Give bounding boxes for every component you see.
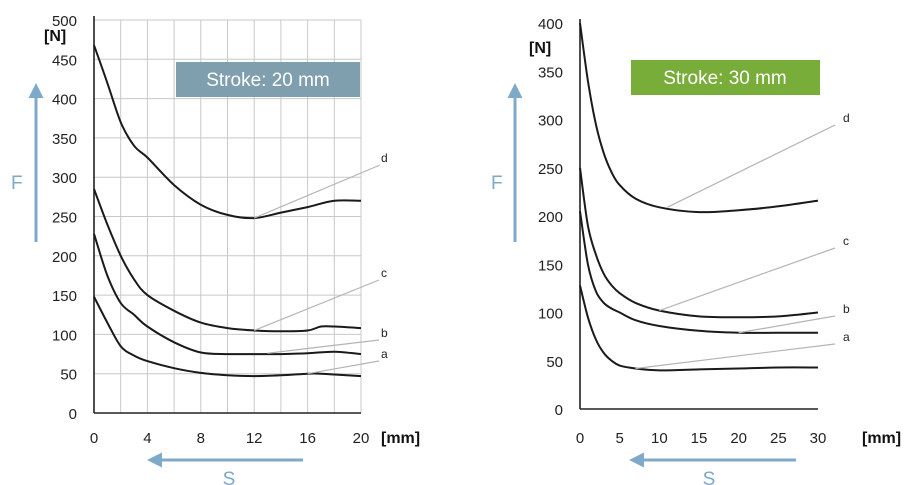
force-label: F: [11, 173, 23, 194]
y-tick-label: 100: [538, 306, 563, 323]
curve-label-c: c: [381, 266, 387, 280]
curve-label-d: d: [843, 111, 850, 125]
x-tick-label: 12: [246, 430, 263, 447]
leader-line-b: [267, 339, 380, 354]
tick-labels: 0 50 100 150 200 250 300 350 400 450 500 0 4 8 12 16 20: [52, 13, 369, 447]
x-tick-label: 5: [615, 430, 623, 447]
x-unit-label: [mm]: [862, 430, 901, 447]
y-tick-label: 200: [538, 209, 563, 226]
curve-d: [579, 22, 819, 214]
y-tick-label: 0: [555, 402, 563, 419]
y-tick-label: 200: [52, 249, 77, 266]
y-tick-label: 150: [52, 288, 77, 305]
y-tick-label: 300: [52, 170, 77, 187]
curve-label-b: b: [843, 302, 850, 316]
y-tick-label: 450: [52, 52, 77, 69]
y-tick-label: 100: [52, 327, 77, 344]
y-tick-label: 400: [52, 92, 77, 109]
x-tick-label: 8: [197, 430, 205, 447]
curves: [93, 44, 362, 378]
leader-line-d: [253, 164, 381, 219]
curve-label-a: a: [381, 347, 388, 361]
axes: [93, 16, 361, 414]
leader-lines: ab c d: [635, 111, 850, 370]
leader-line-a: [307, 360, 380, 375]
force-label: F: [491, 173, 503, 194]
x-tick-label: 4: [143, 430, 151, 447]
y-tick-label: 250: [538, 161, 563, 178]
curve-c: [579, 167, 819, 319]
curve-label-b: b: [381, 326, 388, 340]
stroke-axis-label: S: [703, 469, 716, 485]
x-tick-label: 10: [651, 430, 668, 447]
x-tick-label: 30: [810, 430, 827, 447]
x-tick-label: 25: [770, 430, 787, 447]
leader-line-c: [253, 279, 380, 332]
y-unit-label: [N]: [44, 28, 66, 45]
y-tick-label: 300: [538, 113, 563, 130]
y-tick-label: 350: [538, 64, 563, 81]
y-tick-label: 250: [52, 210, 77, 227]
chart-stroke-30: 0 50 100 150 200 250 300 350 400 0 5 10 15 20 25 30 ab c…: [491, 16, 901, 485]
y-tick-label: 400: [538, 16, 563, 33]
x-tick-label: 20: [353, 430, 370, 447]
curve-label-d: d: [381, 151, 388, 165]
x-tick-label: 16: [299, 430, 316, 447]
leader-line-b: [738, 315, 836, 334]
y-tick-label: 350: [52, 131, 77, 148]
leader-line-c: [659, 247, 836, 312]
curve-b: [579, 211, 818, 334]
y-tick-label: 50: [546, 354, 563, 371]
stroke-axis-label: S: [223, 469, 236, 485]
curve-a: [93, 296, 362, 378]
curve-b: [93, 233, 362, 356]
x-tick-label: 20: [730, 430, 747, 447]
tick-labels: 0 50 100 150 200 250 300 350 400 0 5 10 15 20 25 30: [538, 16, 826, 447]
leader-line-a: [635, 343, 836, 370]
stroke-badge: [631, 60, 820, 95]
y-unit-label: [N]: [529, 40, 551, 57]
x-tick-label: 0: [90, 430, 98, 447]
curve-label-a: a: [843, 330, 850, 344]
curve-label-c: c: [843, 234, 849, 248]
leader-lines: ab c d: [253, 151, 388, 375]
curve-c: [93, 188, 362, 333]
stroke-badge: [176, 62, 360, 97]
curve-d: [93, 44, 362, 220]
y-tick-label: 500: [52, 13, 77, 30]
y-tick-label: 0: [69, 406, 77, 423]
x-unit-label: [mm]: [381, 430, 420, 447]
y-tick-label: 50: [60, 367, 77, 384]
chart-title: Stroke: 30 mm: [663, 68, 787, 89]
x-tick-label: 0: [576, 430, 584, 447]
leader-line-d: [667, 124, 836, 208]
chart-title: Stroke: 20 mm: [206, 70, 330, 91]
x-tick-label: 15: [691, 430, 708, 447]
y-tick-label: 150: [538, 257, 563, 274]
curves: [579, 22, 819, 372]
curve-a: [579, 285, 819, 372]
